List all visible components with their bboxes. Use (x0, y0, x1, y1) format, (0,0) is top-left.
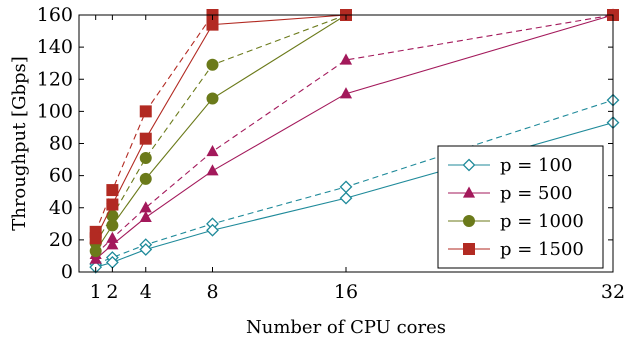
y-tick-label: 0 (61, 261, 73, 283)
y-tick-label: 20 (49, 229, 73, 251)
legend: p = 100 p = 500 p = 1000 p = 1500 (437, 145, 604, 269)
square-marker (139, 105, 152, 118)
x-tick-label: 1 (90, 281, 102, 303)
circle-marker (139, 172, 152, 185)
x-tick-label: 4 (140, 281, 152, 303)
diamond-marker (339, 180, 353, 194)
legend-label: p = 1500 (500, 239, 584, 260)
triangle-marker (89, 252, 102, 264)
diamond-marker (462, 158, 476, 172)
diamond-marker (139, 243, 153, 256)
circle-marker (106, 219, 119, 232)
diamond-marker (206, 223, 219, 237)
series-line-dashed (95, 14, 614, 255)
y-tick-label: 140 (37, 36, 73, 58)
y-tick-label: 80 (49, 133, 73, 155)
y-tick-label: 160 (37, 4, 73, 26)
x-tick-label: 2 (106, 281, 118, 303)
triangle-marker (206, 164, 219, 176)
x-tick-label: 32 (601, 281, 625, 303)
triangle-marker (139, 210, 152, 223)
series-p-500 (89, 8, 620, 264)
square-marker (106, 184, 119, 197)
x-tick-label: 8 (206, 281, 218, 303)
y-tick-label: 40 (49, 197, 73, 219)
ticks-layer: 1 2 4 8 16 32 0 20 40 60 80 100 120 140 160 (37, 4, 625, 303)
circle-marker (89, 245, 102, 258)
square-marker (89, 232, 102, 245)
circle-marker (139, 151, 152, 164)
triangle-marker (106, 238, 119, 250)
square-marker (139, 132, 152, 145)
circle-marker (463, 215, 475, 227)
legend-label: p = 500 (500, 183, 572, 204)
legend-label: p = 1000 (500, 211, 584, 232)
square-marker (106, 198, 119, 211)
circle-marker (206, 58, 219, 71)
x-axis-title: Number of CPU cores (246, 317, 446, 338)
data-layer (89, 8, 620, 274)
square-marker (463, 243, 475, 255)
triangle-marker (139, 201, 152, 213)
y-tick-label: 60 (49, 165, 73, 187)
y-tick-label: 100 (37, 100, 73, 122)
series-p-100 (89, 93, 620, 274)
legend-label: p = 100 (500, 155, 572, 176)
diamond-marker (339, 191, 353, 205)
x-tick-label: 16 (334, 281, 358, 303)
triangle-marker (462, 186, 476, 198)
y-axis-title: Throughput [Gbps] (9, 56, 30, 231)
y-tick-label: 120 (37, 68, 73, 90)
circle-marker (206, 92, 219, 105)
square-marker (206, 18, 219, 31)
triangle-marker (339, 87, 353, 99)
triangle-marker (339, 53, 353, 65)
triangle-marker (206, 144, 219, 157)
